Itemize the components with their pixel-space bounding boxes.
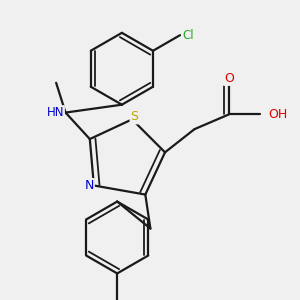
Text: Cl: Cl: [182, 29, 194, 42]
Text: N: N: [85, 179, 94, 192]
Text: S: S: [130, 110, 139, 123]
Text: HN: HN: [46, 106, 64, 119]
Text: O: O: [224, 72, 234, 85]
Text: OH: OH: [268, 108, 287, 121]
